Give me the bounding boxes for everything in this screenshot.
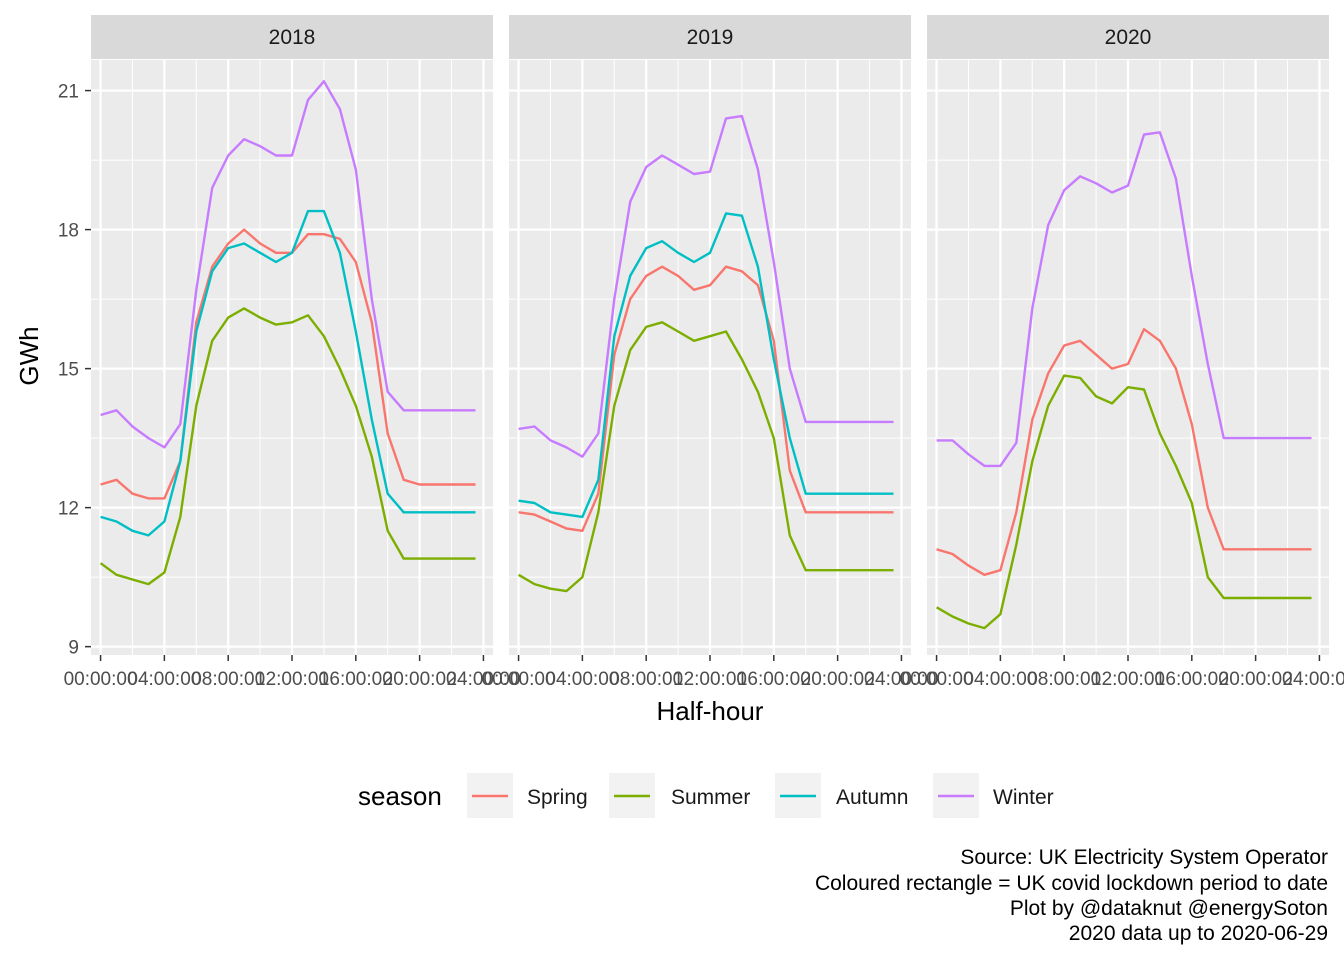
x-tick-label: 00:00:00 xyxy=(900,669,974,690)
facet-panel-2018: 2018 00:00:0004:00:0008:00:0012:00:0016:0… xyxy=(64,15,520,690)
y-tick-label: 18 xyxy=(58,221,79,242)
facet-strip xyxy=(509,15,911,59)
facet-strip xyxy=(927,15,1329,59)
caption-line-1: Source: UK Electricity System Operator xyxy=(960,846,1328,869)
y-tick-label: 9 xyxy=(68,638,79,659)
series-line-autumn xyxy=(100,209,476,537)
x-tick-label: 24:00:00 xyxy=(1282,669,1344,690)
series-line-autumn xyxy=(518,212,894,519)
x-tick-label: 04:00:00 xyxy=(963,669,1037,690)
x-tick-label: 16:00:00 xyxy=(319,669,393,690)
x-tick-label: 08:00:00 xyxy=(1027,669,1101,690)
x-tick-label: 24:00:00 xyxy=(446,669,520,690)
series-line-winter xyxy=(100,80,476,449)
facet-strip xyxy=(91,15,493,59)
x-tick-label: 04:00:00 xyxy=(127,669,201,690)
x-tick-label: 12:00:00 xyxy=(673,669,747,690)
facet-strip-label: 2019 xyxy=(687,26,734,49)
series-line-winter xyxy=(518,114,894,458)
caption-line-3: Plot by @dataknut @energySoton xyxy=(1010,897,1328,920)
legend-label-winter: Winter xyxy=(993,786,1054,809)
series-line-spring xyxy=(518,265,894,532)
facet-panel-2019: 2019 00:00:0004:00:0008:00:0012:00:0016:0… xyxy=(482,15,938,690)
x-axis-title: Half-hour xyxy=(657,696,764,726)
y-tick-label: 12 xyxy=(58,499,79,520)
y-tick-label: 21 xyxy=(58,82,79,103)
facet-panel-2020: 2020 00:00:0004:00:0008:00:0012:00:0016:0… xyxy=(900,15,1344,690)
x-tick-label: 20:00:00 xyxy=(801,669,875,690)
facet-strip-label: 2018 xyxy=(269,26,316,49)
series-line-summer xyxy=(935,374,1312,630)
series-line-summer xyxy=(99,307,476,586)
facet-panels: 201800:00:0004:00:0008:00:0012:00:0016:0… xyxy=(64,15,1344,690)
facet-strip-label: 2020 xyxy=(1105,26,1152,49)
series-line-winter xyxy=(936,131,1312,468)
caption-line-2: Coloured rectangle = UK covid lockdown p… xyxy=(815,872,1328,895)
x-tick-label: 08:00:00 xyxy=(609,669,683,690)
y-axis: 9 12 15 18 21 xyxy=(58,82,91,659)
x-tick-label: 04:00:00 xyxy=(545,669,619,690)
x-tick-label: 08:00:00 xyxy=(191,669,265,690)
y-axis-title: GWh xyxy=(14,326,44,385)
x-tick-label: 24:00:00 xyxy=(864,669,938,690)
legend: season Spring Summer Autumn Winter xyxy=(358,773,1054,818)
series-line-spring xyxy=(936,328,1312,576)
x-tick-label: 12:00:00 xyxy=(1091,669,1165,690)
series-line-summer xyxy=(517,321,894,593)
x-tick-label: 20:00:00 xyxy=(383,669,457,690)
legend-label-summer: Summer xyxy=(671,786,750,809)
caption-line-4: 2020 data up to 2020-06-29 xyxy=(1069,922,1328,945)
x-tick-label: 00:00:00 xyxy=(64,669,138,690)
x-tick-label: 20:00:00 xyxy=(1219,669,1293,690)
x-tick-label: 16:00:00 xyxy=(1155,669,1229,690)
x-tick-label: 12:00:00 xyxy=(255,669,329,690)
x-tick-label: 16:00:00 xyxy=(737,669,811,690)
legend-label-autumn: Autumn xyxy=(836,786,908,809)
legend-label-spring: Spring xyxy=(527,786,588,809)
legend-title: season xyxy=(358,781,442,811)
x-tick-label: 00:00:00 xyxy=(482,669,556,690)
y-tick-label: 15 xyxy=(58,360,79,381)
caption: Source: UK Electricity System Operator C… xyxy=(815,846,1328,945)
